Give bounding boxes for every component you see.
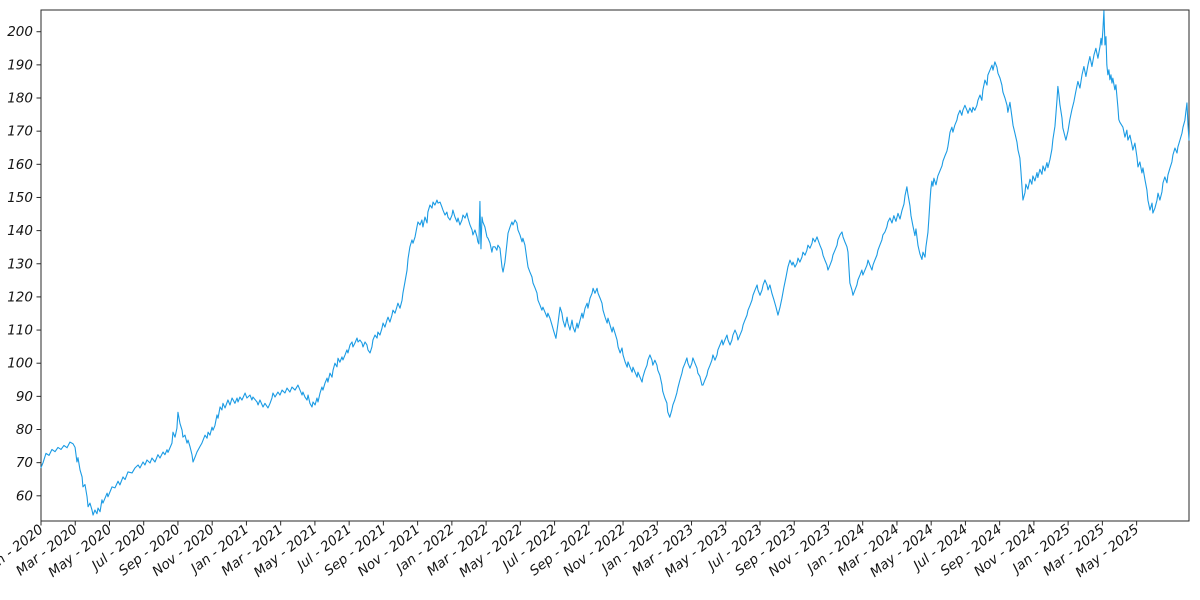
price-line-series <box>40 10 1190 516</box>
plot-border <box>40 9 1190 522</box>
y-tick-label: 80 <box>16 422 33 438</box>
y-axis-ticks: 60 70 80 90 100 110 120 130 140 150 160 170 180 190 20… <box>7 24 41 504</box>
y-tick-label: 90 <box>16 389 33 405</box>
y-tick-label: 130 <box>7 256 33 272</box>
y-tick-label: 140 <box>7 223 33 239</box>
y-tick-label: 180 <box>7 91 33 107</box>
y-tick-label: 150 <box>7 190 33 206</box>
y-tick-label: 120 <box>7 289 33 305</box>
y-tick-label: 160 <box>7 157 33 173</box>
y-tick-label: 200 <box>7 24 33 40</box>
y-tick-label: 190 <box>7 57 33 73</box>
y-tick-label: 170 <box>7 124 33 140</box>
y-tick-label: 110 <box>7 323 33 339</box>
y-tick-label: 70 <box>16 455 33 471</box>
y-tick-label: 60 <box>16 488 33 504</box>
y-tick-label: 100 <box>7 356 33 372</box>
